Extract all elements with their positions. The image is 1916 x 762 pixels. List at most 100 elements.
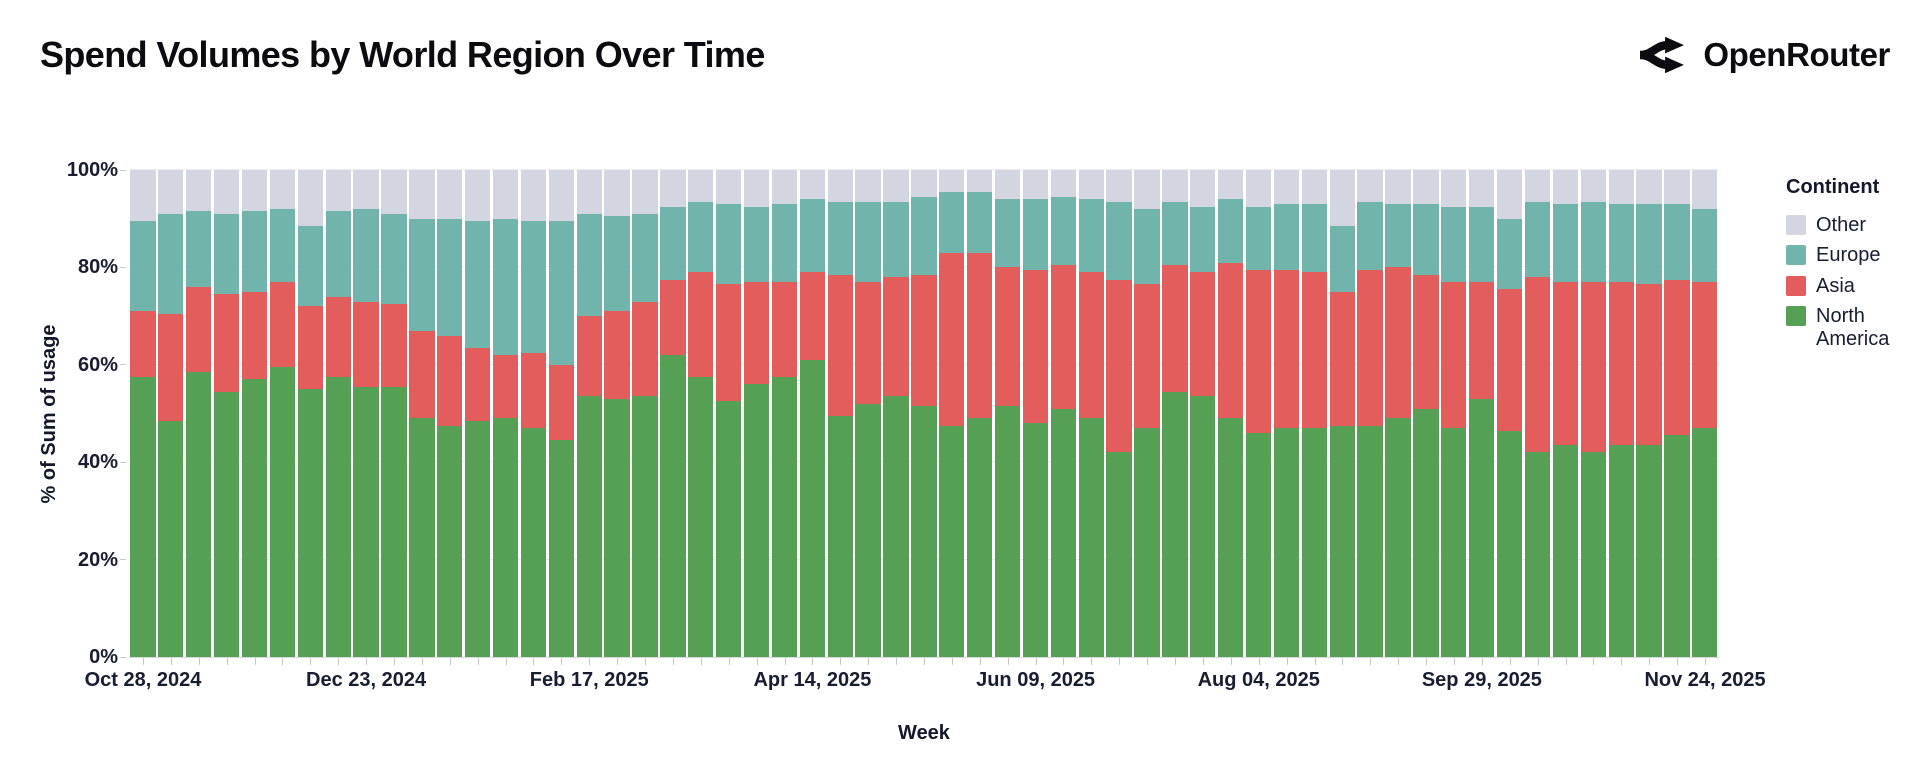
bar-segment-north-america[interactable] <box>297 389 323 657</box>
bar-segment-north-america[interactable] <box>241 379 268 657</box>
bar-segment-other[interactable] <box>911 170 937 197</box>
bar-segment-north-america[interactable] <box>1050 408 1076 657</box>
bar-segment-north-america[interactable] <box>660 355 686 657</box>
legend-item-north-america[interactable]: North America <box>1786 305 1916 350</box>
bar-segment-other[interactable] <box>1273 170 1300 205</box>
bar-segment-other[interactable] <box>716 170 742 205</box>
bar-segment-europe[interactable] <box>464 221 491 348</box>
bar-segment-europe[interactable] <box>994 199 1021 268</box>
bar-segment-asia[interactable] <box>1413 274 1439 409</box>
bar-segment-europe[interactable] <box>269 208 296 283</box>
bar-segment-europe[interactable] <box>660 206 686 280</box>
bar-segment-asia[interactable] <box>688 272 714 377</box>
bar-segment-asia[interactable] <box>939 252 965 426</box>
bar-segment-other[interactable] <box>437 170 463 219</box>
bar-segment-north-america[interactable] <box>1106 452 1132 657</box>
bar-segment-europe[interactable] <box>576 213 602 317</box>
bar-segment-europe[interactable] <box>1385 204 1411 268</box>
bar-segment-europe[interactable] <box>1580 201 1606 283</box>
bar-segment-north-america[interactable] <box>1664 435 1690 657</box>
bar-segment-other[interactable] <box>520 170 547 222</box>
bar-segment-other[interactable] <box>1245 170 1272 207</box>
bar-segment-europe[interactable] <box>1273 204 1300 270</box>
bar-segment-asia[interactable] <box>520 352 547 429</box>
bar-segment-north-america[interactable] <box>604 398 630 657</box>
bar-segment-asia[interactable] <box>827 274 853 416</box>
bar-segment-north-america[interactable] <box>1218 418 1244 657</box>
bar-segment-north-america[interactable] <box>1078 418 1104 657</box>
bar-segment-asia[interactable] <box>576 316 602 397</box>
bar-segment-other[interactable] <box>1078 170 1104 200</box>
bar-segment-other[interactable] <box>464 170 491 222</box>
bar-segment-other[interactable] <box>1357 170 1383 202</box>
bar-segment-other[interactable] <box>604 170 630 217</box>
bar-segment-north-america[interactable] <box>911 406 937 657</box>
bar-segment-north-america[interactable] <box>213 391 240 657</box>
bar-segment-europe[interactable] <box>1134 208 1160 285</box>
bar-segment-europe[interactable] <box>381 213 407 304</box>
bar-segment-europe[interactable] <box>604 216 630 312</box>
bar-segment-north-america[interactable] <box>269 367 296 657</box>
bar-segment-north-america[interactable] <box>771 376 798 657</box>
bar-segment-europe[interactable] <box>716 204 742 285</box>
bar-segment-other[interactable] <box>827 170 853 202</box>
bar-segment-asia[interactable] <box>437 335 463 426</box>
bar-segment-europe[interactable] <box>1357 201 1383 270</box>
bar-segment-north-america[interactable] <box>827 415 853 657</box>
bar-segment-europe[interactable] <box>743 206 770 283</box>
bar-segment-other[interactable] <box>632 170 658 214</box>
bar-segment-north-america[interactable] <box>799 359 825 657</box>
bar-segment-north-america[interactable] <box>186 372 212 657</box>
bar-segment-other[interactable] <box>1608 170 1634 205</box>
bar-segment-asia[interactable] <box>994 267 1021 407</box>
bar-segment-asia[interactable] <box>1636 284 1662 446</box>
bar-segment-europe[interactable] <box>799 199 825 273</box>
bar-segment-asia[interactable] <box>604 311 630 399</box>
bar-segment-north-america[interactable] <box>1385 418 1411 657</box>
bar-segment-asia[interactable] <box>1162 264 1188 392</box>
bar-segment-north-america[interactable] <box>548 440 574 657</box>
bar-segment-north-america[interactable] <box>1636 445 1662 657</box>
bar-segment-north-america[interactable] <box>1301 428 1327 657</box>
bar-segment-asia[interactable] <box>743 282 770 385</box>
bar-segment-asia[interactable] <box>381 303 407 387</box>
bar-segment-other[interactable] <box>855 170 881 202</box>
bar-segment-europe[interactable] <box>1022 199 1049 270</box>
bar-segment-north-america[interactable] <box>1190 396 1216 657</box>
bar-segment-europe[interactable] <box>130 221 156 312</box>
bar-segment-europe[interactable] <box>1413 204 1439 275</box>
bar-segment-other[interactable] <box>492 170 519 219</box>
bar-segment-north-america[interactable] <box>855 403 881 657</box>
bar-segment-asia[interactable] <box>1134 284 1160 429</box>
bar-segment-asia[interactable] <box>1692 282 1718 429</box>
bar-segment-north-america[interactable] <box>576 396 602 657</box>
bar-segment-north-america[interactable] <box>883 396 909 657</box>
bar-segment-asia[interactable] <box>353 301 379 387</box>
bar-segment-other[interactable] <box>353 170 379 209</box>
bar-segment-other[interactable] <box>381 170 407 214</box>
bar-segment-other[interactable] <box>771 170 798 205</box>
bar-segment-europe[interactable] <box>241 211 268 292</box>
bar-segment-north-america[interactable] <box>716 401 742 657</box>
bar-segment-asia[interactable] <box>1580 282 1606 453</box>
bar-segment-asia[interactable] <box>1664 279 1690 436</box>
bar-segment-europe[interactable] <box>213 213 240 295</box>
bar-segment-europe[interactable] <box>409 218 435 331</box>
bar-segment-europe[interactable] <box>1329 226 1355 292</box>
bar-segment-asia[interactable] <box>1078 272 1104 419</box>
bar-segment-north-america[interactable] <box>409 418 435 657</box>
bar-segment-europe[interactable] <box>911 196 937 275</box>
bar-segment-asia[interactable] <box>548 364 574 441</box>
bar-segment-asia[interactable] <box>1273 269 1300 429</box>
bar-segment-north-america[interactable] <box>437 425 463 657</box>
bar-segment-europe[interactable] <box>883 201 909 278</box>
bar-segment-asia[interactable] <box>967 252 993 419</box>
bar-segment-other[interactable] <box>1218 170 1244 200</box>
bar-segment-other[interactable] <box>939 170 965 192</box>
bar-segment-europe[interactable] <box>1636 204 1662 285</box>
bar-segment-asia[interactable] <box>911 274 937 407</box>
bar-segment-asia[interactable] <box>241 291 268 380</box>
bar-segment-other[interactable] <box>1524 170 1551 202</box>
bar-segment-north-america[interactable] <box>1245 432 1272 657</box>
bar-segment-other[interactable] <box>1552 170 1579 205</box>
